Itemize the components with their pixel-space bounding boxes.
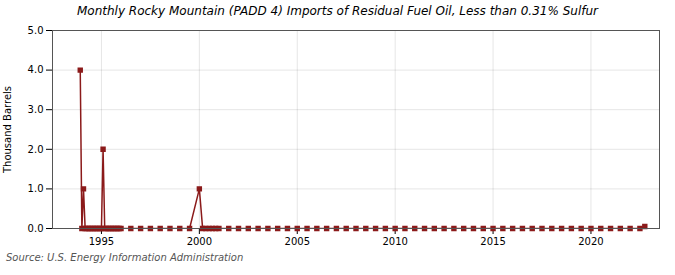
svg-text:2000: 2000 bbox=[187, 236, 212, 247]
svg-text:5.0: 5.0 bbox=[28, 25, 44, 36]
svg-text:2005: 2005 bbox=[285, 236, 310, 247]
svg-text:4.0: 4.0 bbox=[28, 64, 44, 75]
svg-text:2015: 2015 bbox=[480, 236, 505, 247]
html-text:Monthly Rocky Mountain (PADD 4: Monthly Rocky Mountain (PADD 4) Imports … bbox=[77, 4, 598, 18]
svg-text:1995: 1995 bbox=[89, 236, 114, 247]
svg-text:2.0: 2.0 bbox=[28, 144, 44, 155]
svg-text:0.0: 0.0 bbox=[28, 223, 44, 234]
html-text:Source: U.S. Energy Informatio: Source: U.S. Energy Information Administ… bbox=[6, 252, 244, 263]
svg-text:1.0: 1.0 bbox=[28, 183, 44, 194]
svg-text:2020: 2020 bbox=[578, 236, 603, 247]
svg-text:3.0: 3.0 bbox=[28, 104, 44, 115]
svg-text:2010: 2010 bbox=[382, 236, 407, 247]
svg-text:Thousand Barrels: Thousand Barrels bbox=[2, 86, 13, 174]
